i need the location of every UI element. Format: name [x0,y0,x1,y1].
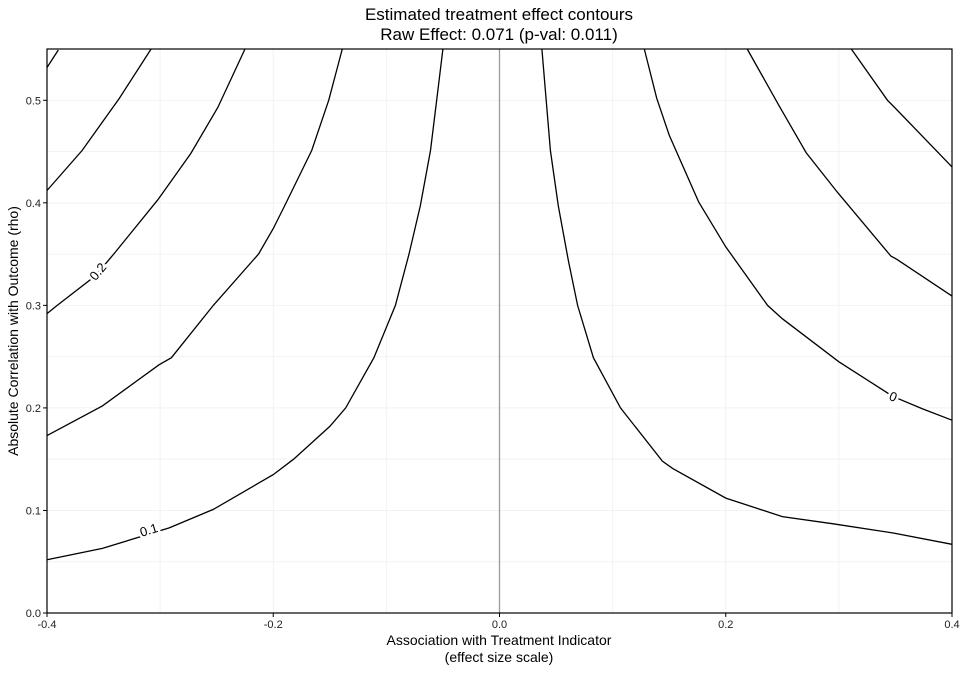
x-axis-label: Association with Treatment Indicator [387,632,612,648]
y-tick-label: 0.4 [26,198,41,210]
contour-line [46,48,246,315]
x-tick-label: -0.2 [264,619,283,631]
y-tick-label: 0.1 [26,505,41,517]
contour-line [746,48,953,297]
x-tick-label: 0.0 [492,619,507,631]
y-tick-label: 0.0 [26,608,41,620]
y-axis-label: Absolute Correlation with Outcome (rho) [5,206,21,456]
contour-line [850,48,953,168]
contour-line [46,48,152,191]
contour-line [643,48,953,421]
x-tick-label: -0.4 [38,619,57,631]
chart-title: Estimated treatment effect contours [365,5,633,24]
contour-line [46,48,444,561]
contour-line [46,49,59,68]
y-tick-label: 0.2 [26,403,41,415]
contour-label: 0 [887,388,899,405]
contour-label: 0.1 [138,520,160,540]
contour-line [541,48,953,545]
contour-line [46,48,343,437]
y-axis: 0.0 0.1 0.2 0.3 0.4 0.5 [26,95,47,620]
x-tick-label: 0.2 [718,619,733,631]
y-tick-label: 0.5 [26,95,41,107]
chart-subtitle: Raw Effect: 0.071 (p-val: 0.011) [380,25,618,44]
x-tick-label: 0.4 [944,619,959,631]
y-tick-label: 0.3 [26,300,41,312]
contours: 0.10.20 [46,48,953,561]
x-axis: -0.4 -0.2 0.0 0.2 0.4 [38,613,960,631]
x-axis-sublabel: (effect size scale) [445,649,554,665]
